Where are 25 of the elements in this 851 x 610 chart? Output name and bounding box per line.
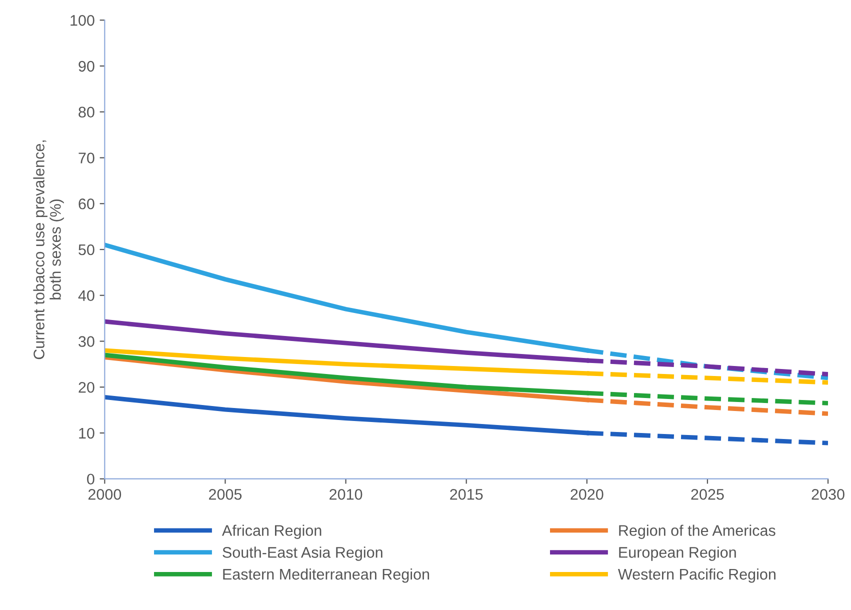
x-tick-label: 2005 [209, 488, 242, 500]
y-tick-label: 0 [87, 474, 94, 485]
y-tick-label: 60 [78, 198, 94, 210]
y-tick-label: 50 [78, 244, 94, 256]
legend-label: African Region [222, 524, 322, 539]
legend-label: European Region [619, 546, 736, 561]
x-tick-label: 2000 [88, 488, 122, 500]
y-tick-label: 40 [78, 290, 94, 302]
y-tick-label: 90 [78, 60, 94, 72]
y-tick-label: 20 [78, 382, 94, 393]
legend-label: Eastern Mediterranean Region [223, 568, 430, 583]
y-tick-label: 30 [78, 336, 94, 347]
y-axis-title: Current tobacco use prevalence, both sexes (%) [33, 140, 64, 360]
y-tick-label: 70 [78, 152, 94, 164]
legend-label: Region of the Americas [619, 524, 776, 539]
x-tick-label: 2020 [570, 488, 604, 500]
x-tick-label: 2010 [330, 488, 362, 500]
x-tick-label: 2030 [812, 488, 844, 500]
y-tick-label: 10 [79, 428, 94, 439]
y-tick-label: 100 [70, 15, 94, 26]
legend-label: South-East Asia Region [222, 546, 382, 561]
legend-label: Western Pacific Region [618, 568, 776, 583]
y-tick-label: 80 [78, 106, 94, 118]
x-tick-label: 2015 [450, 488, 483, 500]
x-tick-label: 2025 [691, 488, 724, 500]
